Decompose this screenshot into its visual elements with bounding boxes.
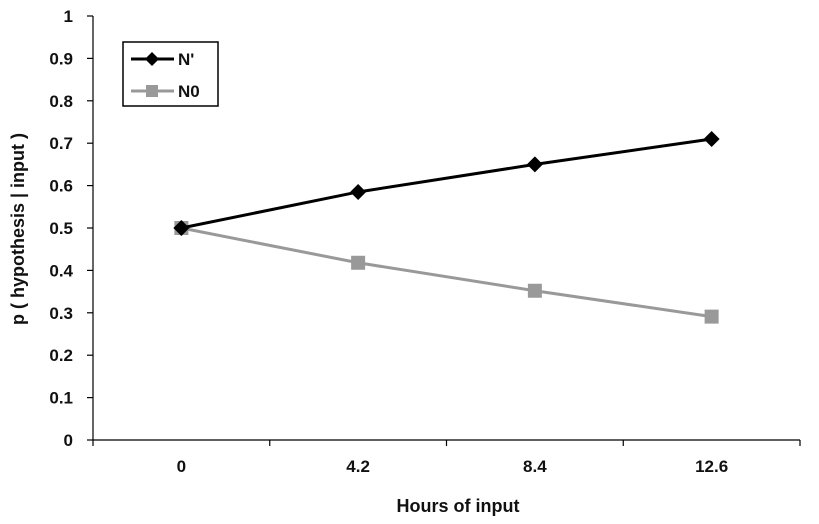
series-layer [173, 130, 720, 324]
y-tick-label: 0.7 [49, 134, 73, 153]
y-tick-label: 0 [64, 431, 73, 450]
legend-entry: N' [131, 50, 194, 69]
y-tick-label: 0.6 [49, 177, 73, 196]
x-axis: 0 4.2 8.4 12.6 [92, 439, 801, 476]
x-tick-label: 4.2 [346, 457, 370, 476]
data-point-diamond [173, 220, 190, 236]
x-tick-label: 0 [177, 457, 186, 476]
y-tick-label: 0.5 [49, 219, 73, 238]
y-tick-label: 1 [64, 7, 73, 26]
y-tick-label: 0.1 [49, 389, 73, 408]
legend-label: N0 [178, 82, 200, 101]
y-tick-label: 0.4 [49, 261, 73, 280]
series-line [181, 137, 712, 230]
legend-entry: N0 [131, 82, 200, 101]
legend-marker-square [146, 85, 158, 97]
y-tick-label: 0.9 [49, 49, 73, 68]
y-axis: 0 0.1 0.2 0.3 0.4 0.5 0.6 0.7 0.8 0.9 1 [49, 7, 94, 450]
legend: N' N0 [122, 41, 219, 107]
data-point-square [351, 255, 366, 270]
data-point-diamond [350, 183, 367, 200]
data-point-square [704, 309, 719, 324]
series-line [181, 226, 712, 319]
series-2 [174, 221, 719, 324]
legend-marker-diamond [145, 52, 159, 66]
y-tick-label: 0.3 [49, 304, 73, 323]
x-tick-label: 8.4 [523, 457, 547, 476]
y-axis-title: p ( hypothesis | input ) [8, 133, 28, 325]
legend-label: N' [178, 50, 194, 69]
data-point-square [527, 283, 542, 298]
y-tick-label: 0.2 [49, 346, 73, 365]
x-axis-title: Hours of input [397, 496, 520, 516]
data-point-diamond [526, 156, 543, 173]
y-tick-label: 0.8 [49, 92, 73, 111]
legend-box [122, 41, 219, 107]
series-1 [173, 130, 720, 236]
x-tick-label: 12.6 [695, 457, 728, 476]
data-point-diamond [703, 130, 720, 147]
